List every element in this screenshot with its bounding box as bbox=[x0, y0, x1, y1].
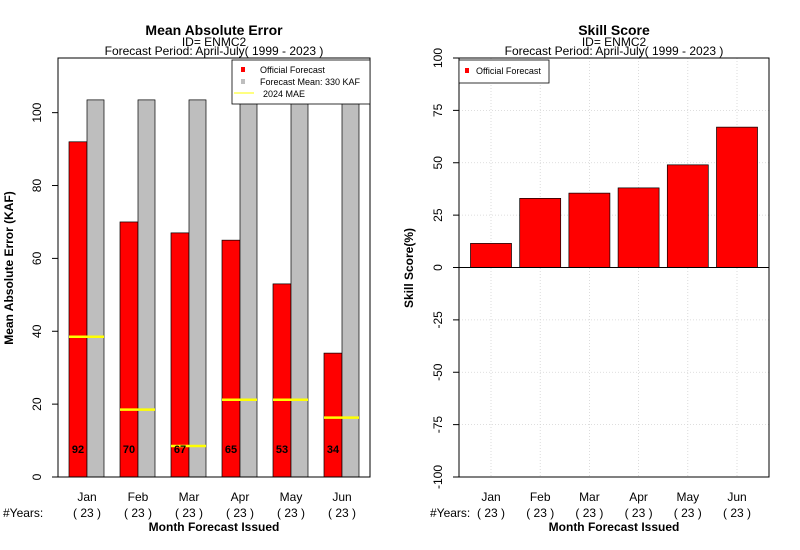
skill-x-tick-label: Jun bbox=[727, 490, 746, 504]
skill-x-tick-label: Jan bbox=[481, 490, 500, 504]
skill-y-axis-title: Skill Score(%) bbox=[402, 228, 416, 308]
mae-chart-period: Forecast Period: April-July( 1999 - 2023… bbox=[105, 44, 324, 58]
skill-years-label: ( 23 ) bbox=[477, 506, 505, 520]
skill-bar-official bbox=[666, 164, 709, 268]
skill-y-tick-label: 75 bbox=[431, 103, 445, 117]
mae-bar-forecast-mean bbox=[239, 99, 258, 478]
skill-legend-box bbox=[458, 59, 550, 84]
skill-x-tick-label: Apr bbox=[629, 490, 648, 504]
skill-years-label: ( 23 ) bbox=[625, 506, 653, 520]
mae-x-tick-label: May bbox=[280, 490, 303, 504]
skill-chart-period: Forecast Period: April-July( 1999 - 2023… bbox=[505, 44, 724, 58]
mae-y-tick-label: 0 bbox=[30, 473, 44, 480]
mae-bar-value-label: 53 bbox=[276, 444, 288, 456]
mae-y-tick-label: 20 bbox=[30, 397, 44, 411]
mae-bar-official bbox=[68, 141, 88, 478]
mae-x-tick-label: Feb bbox=[128, 490, 149, 504]
skill-x-tick-label: Feb bbox=[530, 490, 551, 504]
mae-years-label: ( 23 ) bbox=[328, 506, 356, 520]
mae-years-label: ( 23 ) bbox=[277, 506, 305, 520]
skill-x-tick-label: Mar bbox=[579, 490, 600, 504]
mae-bar-official bbox=[170, 232, 190, 478]
skill-years-row-title: #Years: bbox=[430, 506, 470, 520]
mae-legend-label-mae: 2024 MAE bbox=[263, 89, 305, 99]
mae-bar-forecast-mean bbox=[290, 99, 309, 478]
mae-bar-forecast-mean bbox=[341, 99, 360, 478]
mae-legend-swatch-official bbox=[241, 67, 245, 72]
mae-chart-title: Mean Absolute Error bbox=[145, 22, 283, 38]
mae-plot-frame bbox=[57, 57, 371, 478]
mae-years-label: ( 23 ) bbox=[226, 506, 254, 520]
skill-legend-swatch-official bbox=[465, 68, 469, 73]
mae-y-tick-label: 40 bbox=[30, 324, 44, 338]
skill-years-label: ( 23 ) bbox=[575, 506, 603, 520]
mae-legend-swatch-mean bbox=[241, 79, 245, 84]
mae-bar-forecast-mean bbox=[137, 99, 156, 478]
skill-y-tick-label: -50 bbox=[431, 363, 445, 381]
skill-chart-title: Skill Score bbox=[578, 22, 650, 38]
mae-bar-official bbox=[221, 239, 241, 478]
mae-y-tick-label: 100 bbox=[30, 102, 44, 122]
mae-bar-value-label: 67 bbox=[174, 444, 186, 456]
mae-years-label: ( 23 ) bbox=[73, 506, 101, 520]
mae-x-tick-label: Apr bbox=[231, 490, 250, 504]
mae-bar-official bbox=[119, 221, 139, 478]
skill-y-tick-label: 100 bbox=[431, 48, 445, 68]
skill-years-label: ( 23 ) bbox=[526, 506, 554, 520]
mae-x-axis-title: Month Forecast Issued bbox=[149, 520, 280, 534]
skill-bar-official bbox=[716, 126, 758, 268]
mae-years-row-title: #Years: bbox=[3, 506, 43, 520]
skill-y-tick-label: 25 bbox=[431, 208, 445, 222]
skill-y-tick-label: 0 bbox=[431, 264, 445, 271]
mae-y-tick-label: 80 bbox=[30, 179, 44, 193]
mae-bar-value-label: 92 bbox=[72, 444, 84, 456]
skill-y-tick-label: 50 bbox=[431, 156, 445, 170]
skill-bar-official bbox=[470, 243, 512, 268]
skill-legend-label-official: Official Forecast bbox=[476, 66, 541, 76]
skill-x-tick-label: May bbox=[676, 490, 699, 504]
skill-bar-official bbox=[617, 187, 660, 268]
mae-y-axis-title: Mean Absolute Error (KAF) bbox=[2, 191, 16, 345]
mae-x-tick-label: Mar bbox=[179, 490, 200, 504]
skill-bar-official bbox=[519, 198, 562, 268]
skill-y-tick-label: -100 bbox=[431, 465, 445, 489]
mae-years-label: ( 23 ) bbox=[124, 506, 152, 520]
mae-x-tick-label: Jun bbox=[332, 490, 351, 504]
mae-chart-id: ID= ENMC2 bbox=[182, 35, 247, 49]
mae-legend-label-official: Official Forecast bbox=[260, 65, 325, 75]
mae-legend-box bbox=[231, 59, 371, 105]
mae-bar-value-label: 34 bbox=[327, 444, 340, 456]
mae-bar-value-label: 70 bbox=[123, 444, 135, 456]
mae-bar-official bbox=[323, 352, 343, 478]
mae-x-tick-label: Jan bbox=[77, 490, 96, 504]
skill-x-axis-title: Month Forecast Issued bbox=[549, 520, 680, 534]
mae-bar-forecast-mean bbox=[86, 99, 105, 478]
skill-years-label: ( 23 ) bbox=[723, 506, 751, 520]
mae-bar-forecast-mean bbox=[188, 99, 207, 478]
mae-y-tick-label: 60 bbox=[30, 251, 44, 265]
skill-y-tick-label: -75 bbox=[431, 416, 445, 434]
mae-bar-value-label: 65 bbox=[225, 444, 237, 456]
mae-years-label: ( 23 ) bbox=[175, 506, 203, 520]
skill-years-label: ( 23 ) bbox=[674, 506, 702, 520]
skill-chart-id: ID= ENMC2 bbox=[582, 35, 647, 49]
skill-y-tick-label: -25 bbox=[431, 311, 445, 329]
mae-legend-label-mean: Forecast Mean: 330 KAF bbox=[260, 77, 361, 87]
skill-bar-official bbox=[568, 192, 611, 268]
